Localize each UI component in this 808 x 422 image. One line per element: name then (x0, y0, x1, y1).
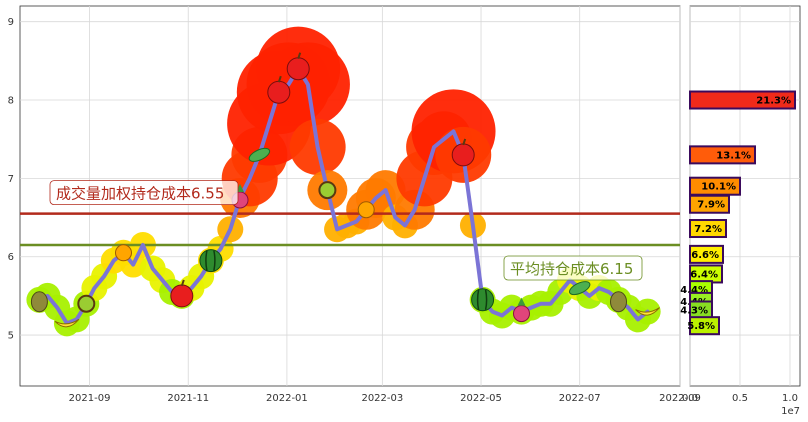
average-cost-label-box (503, 255, 643, 281)
fruit-marker-layer (30, 52, 660, 328)
side-x-tick-label: 0.5 (732, 393, 748, 404)
x-tick-label: 2021-09 (69, 393, 111, 404)
cost-lines (20, 212, 680, 247)
apple-stem (297, 52, 302, 60)
orange-icon (357, 201, 375, 219)
banana-icon (635, 307, 660, 316)
distribution-bar-label: 6.6% (691, 250, 719, 261)
pear-body (610, 291, 627, 313)
distribution-bar-label: 7.2% (694, 224, 722, 235)
x-tick-label: 2022-03 (361, 393, 403, 404)
price-line (37, 66, 650, 326)
watermelon-stripes (205, 250, 216, 271)
distribution-bar-label: 10.1% (701, 182, 736, 193)
distribution-bar (689, 244, 724, 264)
y-tick-label: 6 (8, 252, 14, 263)
kiwi-icon (77, 294, 96, 313)
distribution-bar-label: 6.4% (690, 269, 718, 280)
weighted-cost-label-box (49, 180, 239, 206)
distribution-bar (689, 219, 727, 239)
kiwi-body (77, 294, 96, 313)
distribution-bar-label: 21.3% (756, 96, 791, 107)
apple-icon (451, 138, 475, 167)
kiwi-icon (318, 181, 337, 200)
watermelon-body (199, 249, 223, 273)
side-scale-label: 1e7 (781, 406, 800, 417)
pear-icon (610, 291, 627, 313)
radish-leaves (517, 297, 526, 306)
side-x-tick-label: 0.0 (682, 393, 698, 404)
distribution-bar (689, 145, 756, 165)
distribution-bar-label: 4.4% (680, 285, 708, 296)
pea-icon (569, 281, 591, 296)
x-tick-label: 2022-01 (266, 393, 308, 404)
pea-pod (569, 281, 591, 296)
orange-icon (115, 244, 132, 262)
apple-icon (170, 279, 194, 308)
x-tick-label: 2022-07 (559, 393, 601, 404)
apple-body (267, 80, 291, 104)
average-cost-label: 平均持仓成本6.15 (510, 260, 633, 278)
banana-body (54, 318, 80, 328)
y-tick-label: 5 (8, 331, 14, 342)
watermelon-stripes (476, 289, 488, 310)
distribution-bar (689, 176, 741, 196)
x-tick-label: 2022-09 (659, 393, 701, 404)
apple-body (451, 143, 475, 167)
distribution-bar (689, 194, 730, 214)
banana-body (635, 307, 660, 316)
distribution-axis-ticks: 0.0 0.5 1.0 1e7 (682, 393, 800, 417)
distribution-bar-label: 4.3% (680, 306, 708, 317)
distribution-bar-label: 5.8% (687, 321, 715, 332)
pear-icon (30, 291, 48, 313)
distribution-bar-label: 7.9% (697, 200, 725, 211)
apple-icon (267, 75, 291, 104)
side-x-tick-label: 1.0 (782, 393, 798, 404)
x-tick-label: 2021-11 (167, 393, 209, 404)
x-tick-label: 2022-05 (460, 393, 502, 404)
main-axis-ticks: 2021-09 2021-11 2022-01 2022-03 2022-05 2022-… (8, 17, 701, 404)
pear-body (30, 291, 48, 313)
watermelon-icon (199, 249, 223, 273)
distribution-bar (689, 316, 720, 336)
kiwi-body (318, 181, 337, 200)
pea-pod (248, 147, 271, 162)
apple-stem (277, 75, 282, 83)
apple-body (170, 284, 194, 308)
y-tick-label: 7 (8, 174, 14, 185)
orange-body (357, 201, 375, 219)
y-tick-label: 8 (8, 96, 14, 107)
distribution-bar-label: 13.1% (716, 150, 751, 161)
orange-body (115, 244, 132, 262)
price-line-layer (37, 66, 650, 326)
radish-icon (513, 297, 530, 323)
apple-icon (286, 52, 310, 81)
apple-body (286, 57, 310, 81)
y-tick-label: 9 (8, 17, 14, 28)
annotation-layer: 成交量加权持仓成本6.55 平均持仓成本6.15 (49, 180, 643, 281)
watermelon-icon (471, 288, 495, 312)
distribution-bars: 21.3%13.1%10.1%7.9%7.2%6.6%6.4%4.4%4.4%4… (680, 90, 796, 336)
distribution-bar (689, 90, 796, 110)
radish-body (513, 305, 530, 323)
banana-icon (54, 318, 80, 328)
apple-stem (462, 138, 467, 146)
pea-icon (248, 147, 271, 162)
weighted-cost-label: 成交量加权持仓成本6.55 (56, 185, 224, 203)
apple-stem (180, 279, 185, 287)
watermelon-body (471, 288, 495, 312)
